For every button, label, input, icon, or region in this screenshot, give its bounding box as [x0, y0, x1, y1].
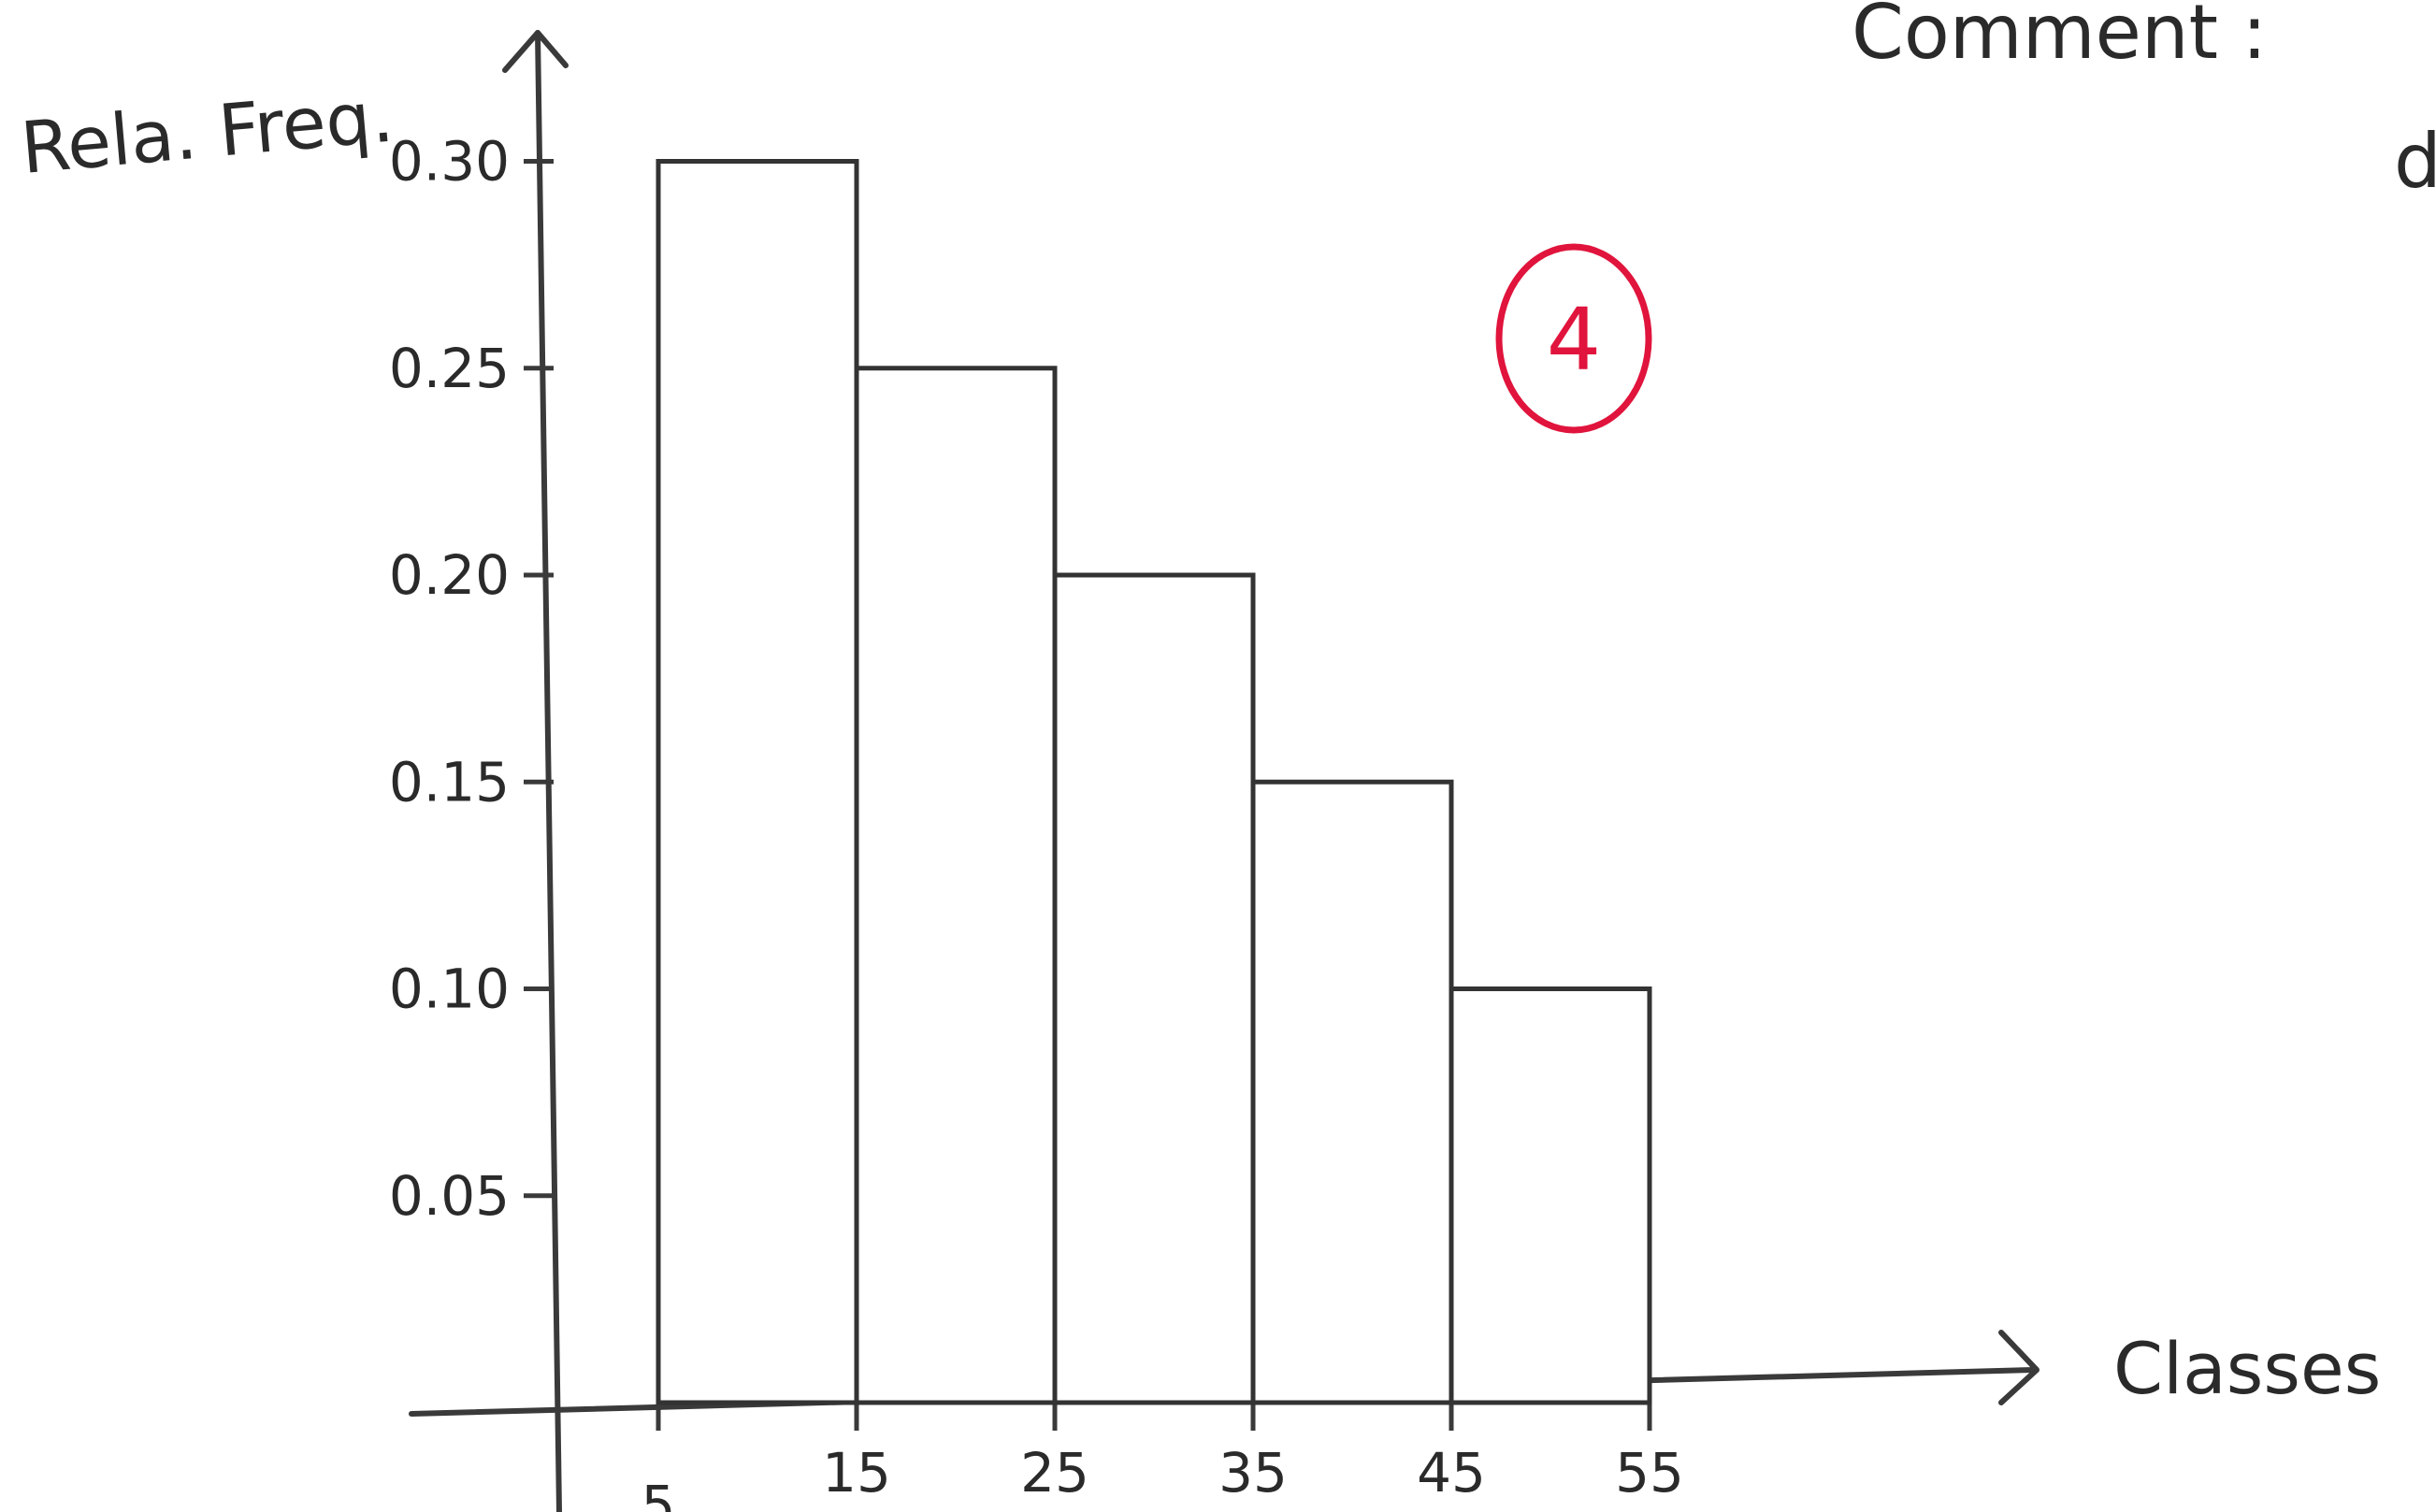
x-tick-label-5: 5 [641, 1474, 676, 1512]
bar-35-45 [1250, 779, 1454, 1405]
y-axis-arrow [502, 30, 569, 73]
y-tick-label-0.05: 0.05 [389, 1164, 510, 1228]
y-axis-line [535, 30, 562, 1512]
y-tick-label-0.10: 0.10 [389, 958, 510, 1021]
x-axis-arrow [1998, 1330, 2040, 1405]
y-tick-label-0.20: 0.20 [389, 543, 510, 607]
x-tick-label-55: 55 [1615, 1441, 1684, 1505]
y-tick-label-0.25: 0.25 [389, 337, 510, 400]
x-axis-title: Classes [2113, 1327, 2381, 1410]
bar-15-25 [854, 366, 1058, 1405]
x-tick-label-25: 25 [1020, 1441, 1089, 1505]
y-ticks: 0.05 0.10 0.15 0.20 0.25 0.30 [389, 130, 554, 1228]
bar-5-15 [656, 159, 859, 1405]
x-tick-label-45: 45 [1417, 1441, 1486, 1505]
x-ticks: 5 15 25 35 45 55 [641, 1403, 1684, 1512]
circled-score-mark: 4 [1495, 243, 1652, 434]
comment-label: Comment : [1852, 0, 2267, 76]
y-axis-title: Rela. Freq. [18, 74, 396, 189]
comment-fragment: d [2394, 118, 2436, 205]
y-tick-label-0.30: 0.30 [389, 130, 510, 194]
y-tick-label-0.15: 0.15 [389, 750, 510, 814]
bars [656, 159, 1652, 1405]
score-circle [1495, 243, 1652, 434]
x-tick-label-15: 15 [822, 1441, 891, 1505]
x-tick-label-35: 35 [1218, 1441, 1288, 1505]
bar-25-35 [1052, 572, 1256, 1405]
bar-45-55 [1449, 986, 1652, 1405]
score-value: 4 [1547, 290, 1602, 390]
